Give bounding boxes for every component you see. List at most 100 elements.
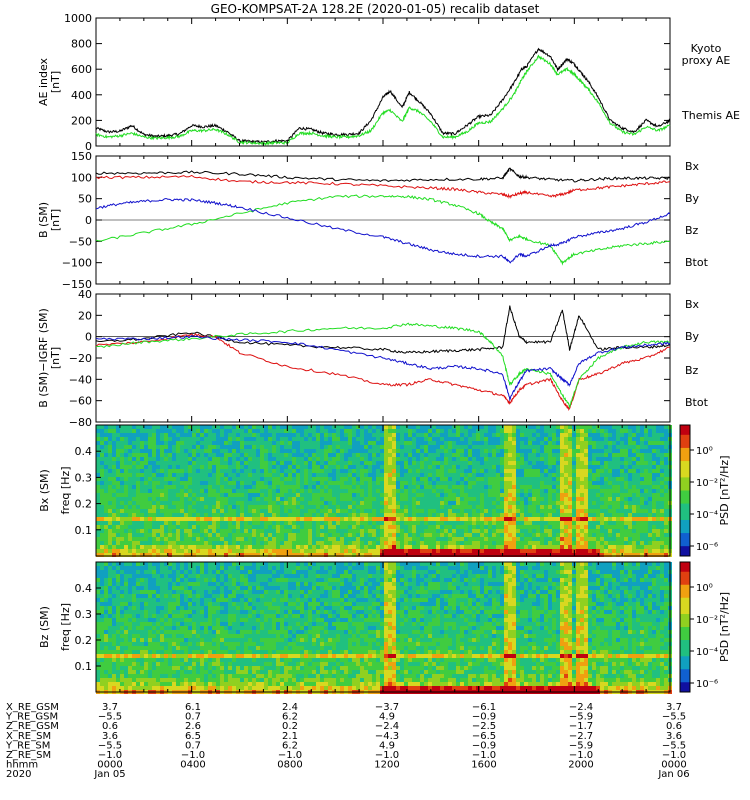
orbit-cell: 6.2 [282,740,298,751]
ae-legend-kyoto-line1: Kyoto [691,42,722,55]
bigrf-ytick-label: −40 [69,373,92,386]
orbit-row-label: Y_RE_GSM [5,712,58,723]
orbit-cell: −5.5 [662,740,686,751]
bigrf-ytick-label: −80 [69,416,92,429]
bzspec-ylabel-line1: Bz (SM) [38,606,51,648]
orbit-cell: −5.9 [569,712,593,723]
bigrf-ytick-label: 0 [85,331,92,344]
ae-ytick-label: 800 [71,38,92,51]
bsm-ytick-label: 0 [85,214,92,227]
bsm-legend-btot: Btot [685,256,709,269]
bxspec-colorbar-frame [679,424,691,557]
ae-ytick-label: 400 [71,89,92,102]
bzspec-colorbar-tick-label: 10⁻⁴ [696,647,718,658]
orbit-cell: 0.7 [185,740,201,751]
bxspec-spectrogram [96,425,672,557]
orbit-cell: 0800 [277,760,302,771]
orbit-cell: 0000 [661,760,686,771]
orbit-cell: −1.0 [375,750,399,761]
bzspec-ytick-label: 0.2 [75,634,93,647]
bzspec-colorbar-tick-label: 10⁻⁶ [696,679,718,690]
orbit-cell: 0.6 [102,721,118,732]
orbit-cell: 1600 [471,760,496,771]
bsm-legend-by: By [685,192,700,205]
bxspec-ytick-label: 0.4 [75,445,93,458]
orbit-row-label: hhmm [6,760,38,771]
orbit-cell: 0000 [97,760,122,771]
ae-ytick-label: 0 [85,140,92,153]
bigrf-ylabel-line2: [nT] [49,347,62,369]
orbit-cell: −1.0 [662,750,686,761]
ae-ytick-label: 200 [71,114,92,127]
bsm-ylabel-line1: B (SM) [37,202,50,238]
bxspec-colorbar-tick-label: 10⁻² [696,478,718,489]
orbit-cell: 6.1 [185,702,201,713]
orbit-cell: −1.0 [569,750,593,761]
orbit-cell: 3.7 [666,702,682,713]
orbit-cell: 3.7 [102,702,118,713]
orbit-cell: 2.6 [185,721,201,732]
orbit-cell: 4.9 [379,712,395,723]
orbit-cell: −0.9 [472,712,496,723]
bzspec-ylabel-line2: freq [Hz] [59,603,72,651]
bigrf-series-by [95,322,671,409]
bxspec-ytick-label: 0.1 [75,524,93,537]
bxspec-colorbar-tick-label: 10⁰ [696,446,713,457]
orbit-cell: 3.6 [666,731,682,742]
bzspec-colorbar-tick-label: 10⁻² [696,615,718,626]
bsm-series-by [95,194,671,266]
orbit-cell: 2000 [568,760,593,771]
orbit-cell: −1.0 [181,750,205,761]
bsm-ytick-label: 50 [78,193,92,206]
ae-legend-kyoto-line2: proxy AE [682,54,731,67]
bsm-legend-bx: Bx [685,160,700,173]
bigrf-ytick-label: 20 [78,309,92,322]
bsm-series-btot [95,167,671,183]
bsm-ytick-label: 150 [71,150,92,163]
bsm-series-bx [96,198,671,264]
figure-title: GEO-KOMPSAT-2A 128.2E (2020-01-05) recal… [211,2,540,16]
orbit-row-label: Z_RE_SM [6,750,51,761]
orbit-cell: −5.5 [662,712,686,723]
bzspec-colorbar-label: PSD [nT²/Hz] [718,592,731,662]
bigrf-legend-bz: Bz [685,364,699,377]
ae-ytick-label: 600 [71,63,92,76]
bzspec-ytick-label: 0.3 [75,608,93,621]
bigrf-ytick-label: 40 [78,288,92,301]
orbit-cell: −1.0 [98,750,122,761]
orbit-cell: −2.5 [472,721,496,732]
orbit-cell: 6.2 [282,712,298,723]
orbit-row-label: Z_RE_GSM [6,721,59,732]
bsm-ytick-label: 100 [71,171,92,184]
orbit-cell: 4.9 [379,740,395,751]
bigrf-ytick-label: −60 [69,395,92,408]
orbit-cell: 6.5 [185,731,201,742]
bzspec-colorbar-tick-label: 10⁰ [696,583,713,594]
bsm-ylabel-line2: [nT] [49,209,62,231]
orbit-cell: Jan 05 [93,769,125,780]
bxspec-colorbar-tick-label: 10⁻⁴ [696,510,718,521]
ae-ylabel-line2: [nT] [49,71,62,93]
orbit-cell: 0400 [180,760,205,771]
orbit-cell: −6.5 [472,731,496,742]
bzspec-ytick-label: 0.1 [75,660,93,673]
orbit-cell: −1.0 [278,750,302,761]
orbit-cell: 1200 [374,760,399,771]
ae-ylabel-line1: AE index [37,57,50,106]
bsm-legend-bz: Bz [685,224,699,237]
bigrf-series-bz [95,332,671,411]
ae-ytick-label: 1000 [64,12,92,25]
ae-legend-themis: Themis AE [681,109,740,122]
orbit-cell: 2.1 [282,731,298,742]
bxspec-ylabel-line1: Bx (SM) [38,469,51,512]
ae-series-themis-ae [95,47,671,145]
orbit-cell: −2.4 [569,702,593,713]
bzspec-ytick-label: 0.4 [75,582,93,595]
bigrf-legend-btot: Btot [685,396,709,409]
orbit-cell: −3.7 [375,702,399,713]
bxspec-colorbar-label: PSD [nT²/Hz] [718,455,731,525]
orbit-cell: −5.5 [98,712,122,723]
bxspec-ytick-label: 0.3 [75,471,93,484]
